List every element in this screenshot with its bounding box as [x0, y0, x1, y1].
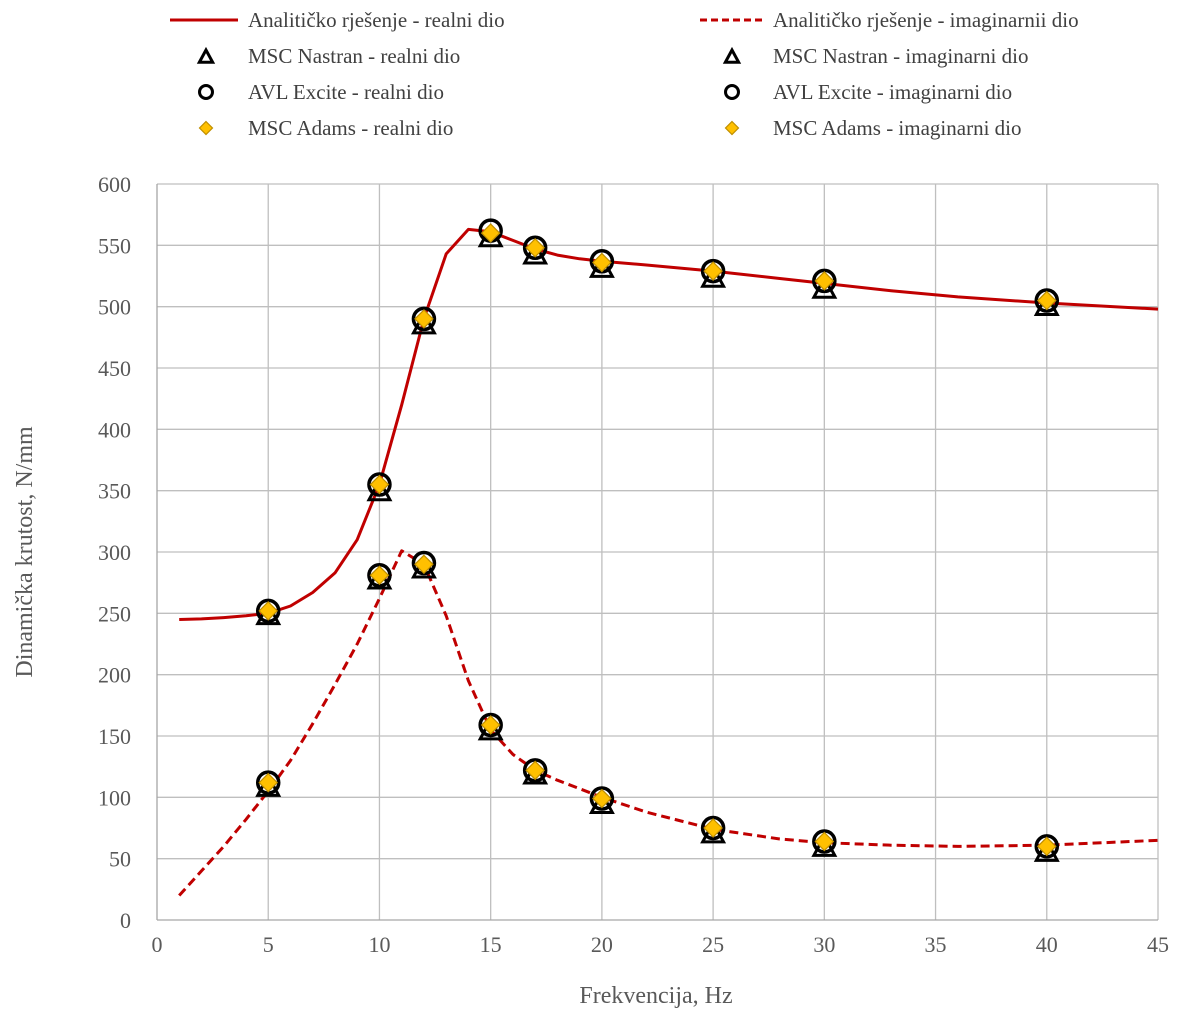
adams-point: [814, 831, 835, 852]
legend-label: AVL Excite - realni dio: [248, 80, 444, 104]
excite-point: [589, 786, 615, 811]
y-tick-label: 550: [98, 233, 131, 258]
x-axis-label: Frekvencija, Hz: [579, 983, 732, 1009]
adams-point: [1036, 290, 1057, 311]
legend-swatch: [724, 120, 740, 136]
legend-item: MSC Nastran - imaginarni dio: [722, 44, 1028, 68]
series-line-1: [178, 549, 1159, 897]
legend-item: MSC Adams - realni dio: [198, 116, 453, 140]
adams-point: [1036, 836, 1057, 857]
excite-point: [367, 472, 392, 497]
excite-point: [411, 306, 437, 332]
legend-item: MSC Nastran - realni dio: [196, 44, 460, 68]
excite-point: [700, 258, 726, 284]
y-tick-label: 150: [98, 724, 131, 749]
legend-label: Analitičko rješenje - imaginarnii dio: [773, 8, 1079, 32]
excite-point: [812, 829, 837, 854]
y-tick-label: 0: [120, 908, 131, 933]
adams-point: [525, 237, 546, 258]
adams-point: [414, 309, 434, 329]
adams-point: [814, 271, 835, 291]
nastran-point: [366, 477, 393, 502]
legend-label: Analitičko rješenje - realni dio: [248, 8, 505, 32]
axes: [156, 184, 1158, 921]
x-tick-label: 20: [591, 932, 613, 957]
adams-point: [369, 474, 390, 495]
adams-point: [258, 601, 279, 621]
excite-point: [812, 268, 837, 294]
legend-label: MSC Nastran - imaginarni dio: [773, 44, 1028, 68]
x-tick-label: 15: [480, 932, 502, 957]
x-tick-label: 5: [263, 932, 274, 957]
tick-labels: 0 50 100 150 200 250 300 350 400 450 500 550 600 0 5 10…: [98, 172, 1169, 957]
x-tick-label: 10: [368, 932, 390, 957]
x-tick-label: 40: [1036, 932, 1058, 957]
legend-swatch: [198, 84, 214, 100]
excite-point: [478, 712, 503, 738]
x-tick-label: 0: [152, 932, 163, 957]
excite-point: [522, 758, 548, 783]
grid: [157, 183, 1159, 920]
x-tick-label: 35: [925, 932, 947, 957]
adams-point: [414, 554, 434, 575]
legend-item: Analitičko rješenje - imaginarnii dio: [700, 8, 1079, 32]
series-line-0: [179, 227, 1159, 621]
x-tick-label: 25: [702, 932, 724, 957]
legend-item: MSC Adams - imaginarni dio: [724, 116, 1022, 140]
adams-point: [703, 818, 723, 838]
excite-point: [367, 563, 392, 588]
legend-swatch: [724, 84, 740, 100]
nastran-point: [522, 240, 549, 265]
excite-point: [1034, 288, 1060, 313]
adams-point: [703, 261, 723, 281]
nastran-point: [811, 274, 838, 299]
legend-swatch: [196, 46, 216, 64]
legend: Analitičko rješenje - realni dio Analitič…: [170, 8, 1079, 140]
legend-label: MSC Nastran - realni dio: [248, 44, 460, 68]
y-tick-label: 250: [98, 601, 131, 626]
legend-swatch: [722, 46, 742, 64]
excite-point: [1034, 834, 1060, 859]
legend-label: AVL Excite - imaginarni dio: [773, 80, 1012, 104]
excite-point: [522, 235, 548, 261]
excite-point: [255, 770, 281, 795]
y-tick-label: 50: [109, 847, 131, 872]
legend-label: MSC Adams - realni dio: [248, 116, 453, 140]
excite-point: [700, 815, 726, 841]
y-tick-label: 200: [98, 663, 131, 688]
adams-point: [525, 760, 546, 781]
legend-item: AVL Excite - imaginarni dio: [724, 80, 1012, 104]
nastran-point: [700, 263, 727, 288]
plot-area: [178, 218, 1159, 897]
adams-point: [480, 715, 501, 735]
y-tick-label: 600: [98, 172, 131, 197]
y-tick-label: 500: [98, 295, 131, 320]
y-tick-label: 100: [98, 785, 131, 810]
adams-point: [369, 565, 390, 586]
y-axis-label: Dinamička krutost, N/mm: [12, 426, 38, 678]
adams-point: [592, 788, 612, 809]
y-tick-label: 350: [98, 479, 131, 504]
legend-label: MSC Adams - imaginarni dio: [773, 116, 1022, 140]
adams-point: [592, 252, 612, 273]
excite-point: [255, 598, 281, 624]
adams-point: [258, 772, 279, 793]
y-tick-label: 300: [98, 540, 131, 565]
x-tick-label: 30: [813, 932, 835, 957]
y-tick-label: 450: [98, 356, 131, 381]
legend-item: AVL Excite - realni dio: [198, 80, 444, 104]
x-tick-label: 45: [1147, 932, 1169, 957]
adams-point: [480, 223, 501, 243]
legend-item: Analitičko rješenje - realni dio: [170, 8, 505, 32]
legend-swatch: [198, 120, 214, 136]
y-tick-label: 400: [98, 417, 131, 442]
